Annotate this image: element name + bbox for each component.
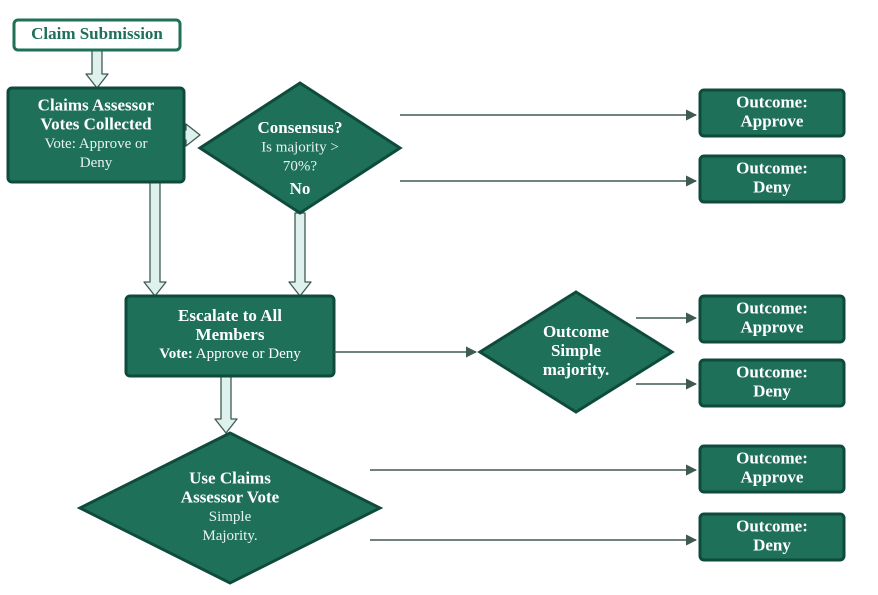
node-votes: Claims AssessorVotes Collected Vote: Appr…: [8, 88, 184, 182]
svg-text:Vote: Approve or: Vote: Approve or: [44, 136, 147, 152]
svg-text:No: No: [290, 179, 311, 198]
node-usevote: Use ClaimsAssessor Vote Simple Majority.: [80, 433, 380, 583]
flowchart-canvas: Claim Submission Claims AssessorVotes Col…: [0, 0, 878, 595]
svg-text:Deny: Deny: [753, 177, 791, 196]
block-arrow: [144, 182, 166, 296]
svg-text:Approve: Approve: [741, 111, 804, 130]
node-appr3: Outcome:Approve: [700, 446, 844, 492]
node-escalate: Escalate to AllMembers Vote: Approve or D…: [126, 296, 334, 376]
svg-text:Claims Assessor: Claims Assessor: [38, 95, 155, 114]
svg-text:Majority.: Majority.: [202, 528, 257, 544]
svg-text:Use Claims: Use Claims: [189, 468, 271, 487]
svg-text:Claim Submission: Claim Submission: [31, 24, 163, 43]
svg-text:Outcome:: Outcome:: [736, 362, 808, 381]
node-appr2: Outcome:Approve: [700, 296, 844, 342]
svg-text:Yes: Yes: [364, 139, 389, 158]
svg-text:70%?: 70%?: [283, 158, 317, 174]
node-deny2: Outcome:Deny: [700, 360, 844, 406]
svg-text:Simple: Simple: [551, 341, 602, 360]
block-arrow: [289, 213, 311, 296]
svg-text:Outcome: Outcome: [543, 322, 610, 341]
svg-text:Outcome:: Outcome:: [736, 298, 808, 317]
block-arrow: [215, 376, 237, 433]
svg-text:Deny: Deny: [80, 155, 113, 171]
svg-text:Approve: Approve: [741, 467, 804, 486]
svg-text:Assessor Vote: Assessor Vote: [181, 487, 280, 506]
svg-text:Is majority >: Is majority >: [261, 139, 339, 155]
svg-text:Members: Members: [196, 325, 265, 344]
block-arrow: [86, 50, 108, 88]
svg-text:Simple: Simple: [209, 509, 252, 525]
svg-text:Deny: Deny: [753, 535, 791, 554]
node-outcome: OutcomeSimplemajority.: [480, 292, 672, 412]
node-start: Claim Submission: [14, 20, 180, 50]
svg-text:Outcome:: Outcome:: [736, 516, 808, 535]
svg-text:Outcome:: Outcome:: [736, 92, 808, 111]
svg-text:Escalate to All: Escalate to All: [178, 306, 282, 325]
svg-text:Outcome:: Outcome:: [736, 448, 808, 467]
node-deny3: Outcome:Deny: [700, 514, 844, 560]
node-appr1: Outcome:Approve: [700, 90, 844, 136]
node-deny1: Outcome:Deny: [700, 156, 844, 202]
svg-text:Consensus?: Consensus?: [257, 118, 342, 137]
svg-text:majority.: majority.: [543, 360, 610, 379]
svg-text:Deny: Deny: [753, 381, 791, 400]
svg-text:Votes Collected: Votes Collected: [40, 114, 152, 133]
svg-text:Approve: Approve: [741, 317, 804, 336]
block-arrow: [184, 124, 200, 146]
svg-text:Outcome:: Outcome:: [736, 158, 808, 177]
svg-text:Vote: Approve or Deny: Vote: Approve or Deny: [159, 346, 301, 362]
